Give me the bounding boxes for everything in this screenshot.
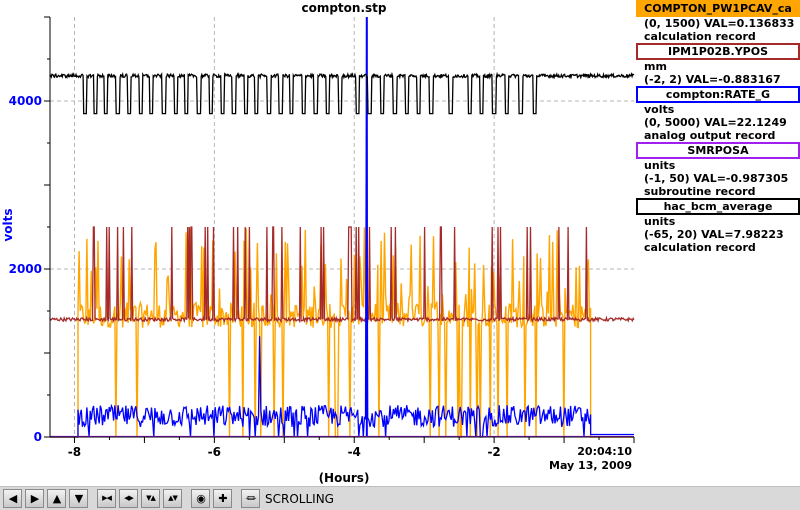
x-tick-label: -8	[68, 445, 81, 459]
y-tick-label: 0	[34, 430, 42, 444]
legend-entry-detail: mm	[644, 60, 667, 73]
arrow-left-icon: ◀	[8, 492, 18, 505]
legend-entry-name[interactable]: compton:RATE_G	[636, 86, 800, 103]
toolbar: ◀ ▶ ▲ ▼ ▶◀ ◀▶ ▼▲ ▲▼ ◉ ✚ ⏛ SCROLLING	[0, 486, 800, 510]
zoom-out-y-icon: ▲▼	[168, 494, 178, 502]
legend-entry-detail: calculation record	[644, 30, 756, 43]
scroll-right-button[interactable]: ▶	[25, 489, 44, 508]
series-compton-rate-g-line	[50, 16, 634, 438]
x-tick-label: -6	[208, 445, 221, 459]
legend-entry[interactable]: compton:RATE_G volts (0, 5000) VAL=22.1249…	[636, 86, 800, 142]
chart-title: compton.stp	[301, 1, 386, 15]
legend-entry-detail: (-65, 20) VAL=7.98223	[644, 228, 784, 241]
legend-entry[interactable]: hac_bcm_average units (-65, 20) VAL=7.9822…	[636, 198, 800, 254]
legend-entry-detail: calculation record	[644, 241, 756, 254]
legend-entry-name[interactable]: hac_bcm_average	[636, 198, 800, 215]
x-axis-end-time: 20:04:10	[577, 445, 632, 458]
legend: COMPTON_PW1PCAV_ca (0, 1500) VAL=0.136833…	[636, 0, 800, 254]
zoom-out-x-button[interactable]: ◀▶	[119, 489, 138, 508]
series-hac-bcm-average-line	[49, 71, 635, 115]
scroll-left-button[interactable]: ◀	[3, 489, 22, 508]
x-axis-end-date: May 13, 2009	[549, 459, 632, 472]
x-axis-label: (Hours)	[319, 471, 370, 485]
strip-chart: -8 -6 -4 -2 0 2000 4000 compton.stp volts (Hou…	[1, 1, 635, 485]
zoom-out-y-button[interactable]: ▲▼	[163, 489, 182, 508]
y-axis-label: volts	[1, 208, 15, 241]
series-ipm1p02b-ypos-line	[49, 226, 635, 324]
arrow-down-icon: ▼	[74, 492, 84, 505]
arrow-right-icon: ▶	[30, 492, 40, 505]
y-tick-label: 2000	[9, 262, 42, 276]
legend-entry-detail: (0, 5000) VAL=22.1249	[644, 116, 787, 129]
legend-entry-name[interactable]: COMPTON_PW1PCAV_ca	[636, 0, 800, 17]
legend-entry[interactable]: IPM1P02B.YPOS mm (-2, 2) VAL=-0.883167	[636, 43, 800, 86]
legend-entry-detail: units	[644, 159, 676, 172]
legend-entry[interactable]: COMPTON_PW1PCAV_ca (0, 1500) VAL=0.136833…	[636, 0, 800, 43]
legend-entry[interactable]: SMRPOSA units (-1, 50) VAL=-0.987305 subrou…	[636, 142, 800, 198]
status-label: SCROLLING	[265, 491, 334, 506]
zoom-out-x-icon: ◀▶	[124, 494, 134, 502]
zoom-in-x-button[interactable]: ▶◀	[97, 489, 116, 508]
scroll-up-button[interactable]: ▲	[47, 489, 66, 508]
x-tick-label: -4	[348, 445, 361, 459]
autoscale-button[interactable]: ◉	[191, 489, 210, 508]
legend-entry-detail: (-2, 2) VAL=-0.883167	[644, 73, 781, 86]
series-compton-pw1pcav-line	[50, 227, 634, 438]
y-tick-label: 4000	[9, 94, 42, 108]
legend-entry-detail: units	[644, 215, 676, 228]
x-tick-label: -2	[487, 445, 500, 459]
mode-button[interactable]: ⏛	[241, 489, 260, 508]
zoom-in-x-icon: ▶◀	[102, 494, 112, 502]
legend-entry-detail: subroutine record	[644, 185, 756, 198]
legend-entry-detail: analog output record	[644, 129, 776, 142]
scroll-down-button[interactable]: ▼	[69, 489, 88, 508]
target-icon: ◉	[196, 492, 206, 505]
legend-entry-detail: (0, 1500) VAL=0.136833	[644, 17, 795, 30]
arrow-up-icon: ▲	[52, 492, 62, 505]
legend-entry-detail: (-1, 50) VAL=-0.987305	[644, 172, 789, 185]
scroll-mode-icon: ⏛	[245, 492, 257, 505]
zoom-in-y-icon: ▼▲	[146, 494, 156, 502]
legend-entry-name[interactable]: SMRPOSA	[636, 142, 800, 159]
legend-entry-detail: volts	[644, 103, 675, 116]
zoom-in-y-button[interactable]: ▼▲	[141, 489, 160, 508]
plus-icon: ✚	[218, 492, 227, 505]
add-button[interactable]: ✚	[213, 489, 232, 508]
legend-entry-name[interactable]: IPM1P02B.YPOS	[636, 43, 800, 60]
